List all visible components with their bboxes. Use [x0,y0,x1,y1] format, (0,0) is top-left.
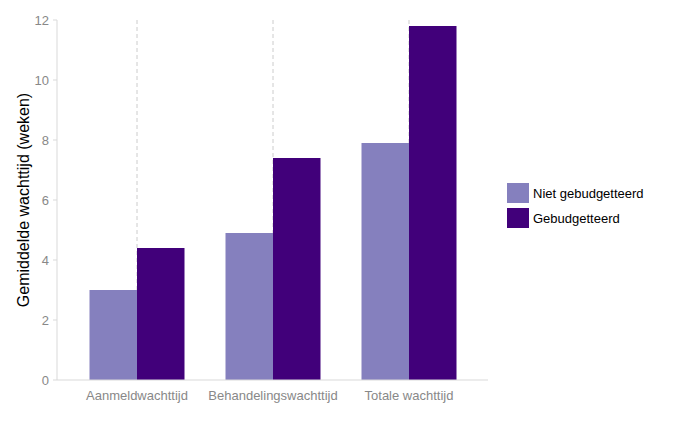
bar [90,290,138,380]
bar [137,248,185,380]
y-tick-label: 8 [42,133,49,148]
y-tick-label: 0 [42,373,49,388]
y-tick [53,140,57,141]
y-tick-label: 2 [42,313,49,328]
bar [273,158,321,380]
chart-container: 0 2 4 6 8 10 12 Aanmeldwachttijd Behandelingswac… [0,0,691,433]
x-tick-label: Totale wachttijd [365,388,454,403]
bar [409,26,457,380]
y-tick [53,80,57,81]
y-tick [53,20,57,21]
y-tick-label: 10 [35,73,49,88]
x-axis-line [57,380,488,381]
x-tick-label: Behandelingswachttijd [208,388,337,403]
y-tick [53,200,57,201]
y-axis-label: Gemiddelde wachttijd (weken) [15,93,32,307]
x-tick-label: Aanmeldwachttijd [86,388,188,403]
y-tick [53,320,57,321]
y-tick-label: 12 [35,13,49,28]
y-tick-label: 6 [42,193,49,208]
legend-swatch [507,183,529,203]
legend-label: Gebudgetteerd [533,211,620,226]
y-tick [53,260,57,261]
y-tick [53,380,57,381]
legend-label: Niet gebudgetteerd [533,186,644,201]
bars [90,26,457,380]
chart-svg: 0 2 4 6 8 10 12 Aanmeldwachttijd Behandelingswac… [0,0,691,433]
bar [226,233,274,380]
y-tick-label: 4 [42,253,49,268]
legend-swatch [507,208,529,228]
bar [362,143,410,380]
